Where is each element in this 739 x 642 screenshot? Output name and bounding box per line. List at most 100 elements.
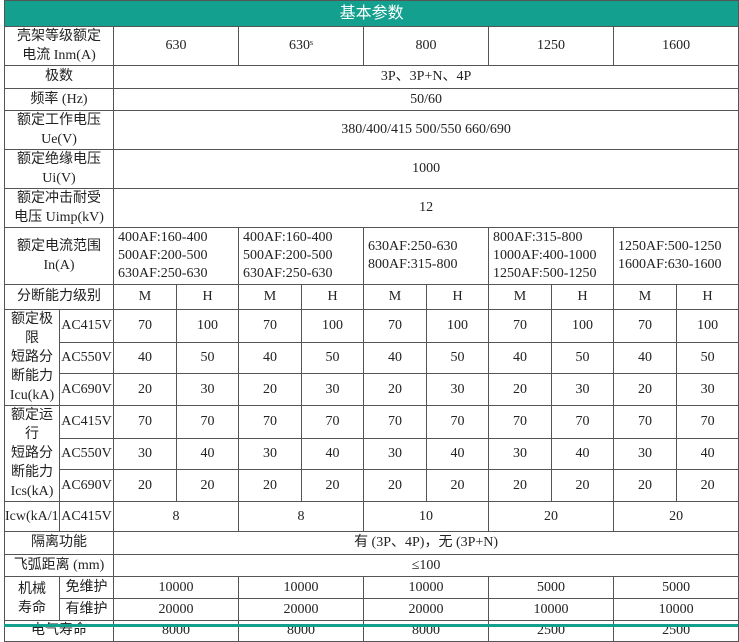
row-label: 额定工作电压 Ue(V) — [4, 110, 114, 150]
in-range-value: 800AF:315-800 1000AF:400-1000 1250AF:500… — [488, 227, 614, 285]
in-range-value: 1250AF:500-1250 1600AF:630-1600 — [612, 227, 739, 285]
mech-life-value: 10000 — [612, 598, 739, 621]
maintenance-type: 有维护 — [59, 598, 114, 621]
ics-label: 额定运行 短路分 断能力 Ics(kA) — [4, 405, 60, 502]
ics-value: 20 — [426, 469, 489, 502]
icu-value: 70 — [113, 309, 177, 343]
ics-value: 20 — [675, 469, 739, 502]
voltage-label: AC415V — [59, 309, 114, 343]
ics-value: 70 — [301, 405, 364, 439]
frame-value: 630ˢ — [238, 26, 364, 66]
breaking-level: M — [363, 284, 427, 310]
icw-value: 10 — [363, 501, 489, 532]
ics-row: AC690V 20 20 20 20 20 20 20 20 20 20 — [5, 469, 739, 502]
ics-value: 20 — [238, 469, 302, 502]
icw-value: 8 — [113, 501, 239, 532]
icu-value: 70 — [363, 309, 427, 343]
ui-value: 1000 — [112, 149, 739, 189]
frame-value: 1600 — [612, 26, 739, 66]
ics-value: 70 — [426, 405, 489, 439]
icu-value: 40 — [613, 341, 677, 375]
icu-value: 40 — [363, 341, 427, 375]
frame-value: 630 — [113, 26, 239, 66]
ue-row: 额定工作电压 Ue(V) 380/400/415 500/550 660/690 — [4, 110, 739, 150]
icu-value: 30 — [301, 373, 364, 406]
voltage-label: AC550V — [59, 437, 114, 471]
table-title: 基本参数 — [3, 0, 739, 27]
mech-life-value: 10000 — [488, 598, 614, 621]
icu-value: 30 — [551, 373, 614, 406]
icw-value: 20 — [488, 501, 614, 532]
isolation-value: 有 (3P、4P)，无 (3P+N) — [112, 531, 739, 555]
ics-value: 20 — [113, 469, 177, 502]
voltage-label: AC550V — [59, 341, 114, 375]
ics-value: 30 — [363, 437, 427, 471]
voltage-label: AC690V — [59, 373, 114, 406]
ics-value: 20 — [613, 469, 677, 502]
mech-life-value: 20000 — [113, 598, 239, 621]
row-label: 分断能力级别 — [4, 284, 114, 310]
voltage-label: AC690V — [59, 469, 114, 502]
ics-row: AC550V 30 40 30 40 30 40 30 40 30 40 — [5, 437, 739, 471]
icu-value: 40 — [488, 341, 552, 375]
icu-label: 额定极限 短路分 断能力 Icu(kA) — [4, 309, 60, 406]
icu-value: 40 — [113, 341, 177, 375]
breaking-level: M — [238, 284, 302, 310]
ics-row: 额定运行 短路分 断能力 Ics(kA) AC415V 70 70 70 70 70 70 70… — [4, 405, 739, 502]
ue-value: 380/400/415 500/550 660/690 — [112, 110, 739, 150]
icu-value: 100 — [675, 309, 739, 343]
title-row: 基本参数 — [3, 0, 739, 27]
icu-value: 30 — [176, 373, 239, 406]
row-label: 额定绝缘电压 Ui(V) — [4, 149, 114, 189]
voltage-label: AC415V — [59, 405, 114, 439]
ics-value: 40 — [551, 437, 614, 471]
maintenance-type: 免维护 — [59, 576, 114, 599]
icu-value: 20 — [238, 373, 302, 406]
icu-value: 20 — [113, 373, 177, 406]
icu-value: 50 — [176, 341, 239, 375]
row-label: 频率 (Hz) — [4, 88, 114, 111]
in-range-value: 630AF:250-630 800AF:315-800 — [363, 227, 489, 285]
breaking-level: H — [551, 284, 614, 310]
uimp-row: 额定冲击耐受 电压 Uimp(kV) 12 — [4, 188, 739, 228]
icu-value: 20 — [363, 373, 427, 406]
frame-value: 1250 — [488, 26, 614, 66]
icu-row: AC550V 40 50 40 50 40 50 40 50 40 50 — [5, 341, 739, 375]
breaking-level: H — [301, 284, 364, 310]
arc-value: ≤100 — [112, 554, 739, 577]
breaking-level: M — [488, 284, 552, 310]
voltage-label: AC415V — [59, 501, 114, 532]
uimp-value: 12 — [112, 188, 739, 228]
in-range-value: 400AF:160-400 500AF:200-500 630AF:250-63… — [113, 227, 239, 285]
mech-life-value: 10000 — [238, 576, 364, 599]
poles-value: 3P、3P+N、4P — [112, 65, 739, 89]
icu-value: 100 — [426, 309, 489, 343]
mech-life-value: 10000 — [113, 576, 239, 599]
ics-value: 20 — [363, 469, 427, 502]
breaking-level: M — [613, 284, 677, 310]
row-label: 壳架等级额定 电流 Inm(A) — [4, 26, 114, 66]
in-range-value: 400AF:160-400 500AF:200-500 630AF:250-63… — [238, 227, 364, 285]
in-range-row: 额定电流范围 In(A) 400AF:160-400 500AF:200-500 … — [4, 227, 739, 285]
ics-value: 40 — [301, 437, 364, 471]
mech-life-value: 20000 — [363, 598, 489, 621]
icu-value: 70 — [488, 309, 552, 343]
ics-value: 30 — [488, 437, 552, 471]
icu-value: 30 — [426, 373, 489, 406]
breaking-level: H — [176, 284, 239, 310]
icu-value: 70 — [613, 309, 677, 343]
ics-value: 70 — [613, 405, 677, 439]
row-label: 隔离功能 — [4, 531, 114, 555]
icu-value: 50 — [301, 341, 364, 375]
icu-row: 额定极限 短路分 断能力 Icu(kA) AC415V 70 100 70 100 70 10… — [4, 309, 739, 406]
icu-row: AC690V 20 30 20 30 20 30 20 30 20 30 — [5, 373, 739, 406]
mech-life-label: 机械 寿命 — [4, 576, 60, 621]
frequency-row: 频率 (Hz) 50/60 — [4, 88, 739, 111]
icu-value: 20 — [488, 373, 552, 406]
mech-life-value: 5000 — [612, 576, 739, 599]
ics-value: 40 — [426, 437, 489, 471]
ics-value: 70 — [488, 405, 552, 439]
icu-value: 50 — [675, 341, 739, 375]
breaking-level: H — [675, 284, 739, 310]
